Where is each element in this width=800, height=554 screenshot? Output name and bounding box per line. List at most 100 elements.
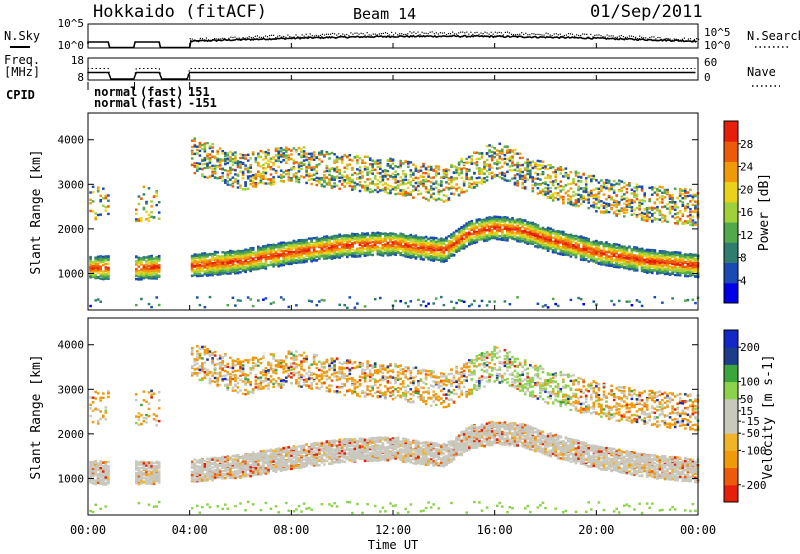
power-cell: [221, 159, 224, 161]
power-cell: [99, 199, 102, 201]
power-cell: [440, 251, 443, 253]
power-cell: [214, 268, 217, 270]
power-cell: [290, 242, 293, 244]
power-cell: [366, 252, 369, 254]
nsearch-point: [613, 35, 614, 36]
power-cell: [435, 245, 438, 247]
power-cell: [448, 183, 451, 185]
power-cell: [501, 234, 504, 236]
power-cell: [239, 265, 242, 267]
nsearch-point: [273, 35, 274, 36]
power-cell: [377, 179, 380, 181]
power-cell: [493, 216, 496, 218]
power-cell: [305, 182, 308, 184]
power-cell: [343, 249, 346, 251]
power-cell: [237, 160, 240, 162]
power-cell: [265, 157, 268, 159]
power-cell: [440, 249, 443, 251]
power-cell: [232, 269, 235, 271]
nsearch-point: [232, 37, 233, 38]
power-cell: [285, 248, 288, 250]
power-cell: [458, 235, 461, 237]
power-cell: [275, 244, 278, 246]
power-cell: [465, 222, 468, 224]
power-cell: [514, 182, 517, 184]
power-cell: [471, 183, 474, 185]
power-cell: [432, 302, 435, 304]
nsearch-point: [428, 33, 429, 34]
power-cell: [453, 246, 456, 248]
power-cell: [343, 240, 346, 242]
power-cell: [354, 185, 357, 187]
power-cell: [234, 258, 237, 260]
power-cell: [374, 177, 377, 179]
power-cell: [476, 239, 479, 241]
power-cell: [237, 269, 240, 271]
nsearch-point: [409, 31, 410, 32]
power-cell: [201, 254, 204, 256]
power-cell: [303, 164, 306, 166]
power-cell: [402, 246, 405, 248]
power-cell: [199, 304, 202, 306]
power-cell: [140, 278, 143, 280]
power-cell: [422, 163, 425, 165]
power-cell: [252, 268, 255, 270]
power-cell: [191, 146, 194, 148]
power-cell: [478, 152, 481, 154]
power-cell: [387, 253, 390, 255]
power-cell: [209, 266, 212, 268]
power-cell: [153, 216, 156, 218]
nsearch-point: [336, 35, 337, 36]
power-cell: [404, 173, 407, 175]
power-cell: [499, 235, 502, 237]
power-cell: [468, 161, 471, 163]
power-cell: [295, 262, 298, 264]
power-cell: [216, 261, 219, 263]
power-cell: [384, 169, 387, 171]
power-cell: [333, 249, 336, 251]
power-cell: [145, 260, 148, 262]
power-cell: [458, 168, 461, 170]
power-cell: [415, 249, 418, 251]
power-cell: [257, 260, 260, 262]
power-cell: [402, 235, 405, 237]
power-cell: [374, 246, 377, 248]
power-cell: [448, 243, 451, 245]
power-cell: [471, 177, 474, 179]
power-cell: [323, 243, 326, 245]
power-cell: [282, 254, 285, 256]
power-cell: [298, 260, 301, 262]
power-cell: [237, 180, 240, 182]
power-cell: [412, 235, 415, 237]
nsearch-point: [210, 40, 211, 41]
nsearch-point: [572, 34, 573, 35]
power-cell: [158, 264, 161, 266]
power-cell: [397, 238, 400, 240]
power-cell: [199, 267, 202, 269]
power-cell: [290, 263, 293, 265]
power-cell: [448, 250, 451, 252]
power-cell: [427, 249, 430, 251]
power-cell: [135, 213, 138, 215]
nsearch-point: [346, 34, 347, 35]
power-cell: [204, 145, 207, 147]
power-cell: [455, 167, 458, 169]
power-cell: [346, 251, 349, 253]
nsearch-point: [684, 38, 685, 39]
power-cell: [496, 153, 499, 155]
power-cell: [389, 244, 392, 246]
power-cell: [394, 181, 397, 183]
power-cell: [359, 239, 362, 241]
nsearch-tick-high: 10^5: [704, 26, 731, 39]
power-cell: [476, 161, 479, 163]
power-cell: [430, 189, 433, 191]
power-cell: [224, 160, 227, 162]
nsearch-point: [592, 36, 593, 37]
power-cell: [499, 167, 502, 169]
power-cell: [410, 253, 413, 255]
power-cell: [316, 240, 319, 242]
power-cell: [506, 158, 509, 160]
power-cell: [280, 249, 283, 251]
power-cell: [310, 178, 313, 180]
power-cell: [300, 151, 303, 153]
